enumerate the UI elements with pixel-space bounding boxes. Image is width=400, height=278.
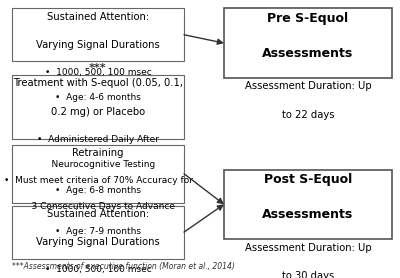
Text: 3 Consecutive Days to Advance: 3 Consecutive Days to Advance bbox=[20, 202, 176, 210]
Bar bbox=[12, 8, 184, 61]
Text: Sustained Attention:: Sustained Attention: bbox=[47, 12, 149, 22]
Text: •  Age: 6-8 months: • Age: 6-8 months bbox=[55, 186, 141, 195]
Text: Post S-Equol: Post S-Equol bbox=[264, 173, 352, 186]
Text: Pre S-Equol: Pre S-Equol bbox=[268, 12, 348, 25]
Bar bbox=[12, 145, 184, 203]
Text: ***: *** bbox=[89, 63, 107, 73]
Text: •  Administered Daily After: • Administered Daily After bbox=[37, 135, 159, 144]
Text: Varying Signal Durations: Varying Signal Durations bbox=[36, 237, 160, 247]
Text: •  1000, 500, 100 msec: • 1000, 500, 100 msec bbox=[45, 68, 151, 77]
Text: Varying Signal Durations: Varying Signal Durations bbox=[36, 40, 160, 50]
Bar bbox=[12, 75, 184, 139]
Text: Neurocognitive Testing: Neurocognitive Testing bbox=[40, 160, 156, 169]
Text: Assessments: Assessments bbox=[262, 208, 354, 221]
Text: 0.2 mg) or Placebo: 0.2 mg) or Placebo bbox=[51, 106, 145, 116]
Text: to 30 days: to 30 days bbox=[282, 271, 334, 278]
Text: Sustained Attention:: Sustained Attention: bbox=[47, 209, 149, 219]
Text: to 22 days: to 22 days bbox=[282, 110, 334, 120]
Text: ***Assessments of executive function (Moran et al., 2014): ***Assessments of executive function (Mo… bbox=[12, 262, 235, 271]
Text: Assessment Duration: Up: Assessment Duration: Up bbox=[245, 81, 371, 91]
Text: Assessment Duration: Up: Assessment Duration: Up bbox=[245, 243, 371, 253]
Bar bbox=[224, 170, 392, 239]
Text: Retraining: Retraining bbox=[72, 148, 124, 158]
Text: •  1000, 500, 100 msec: • 1000, 500, 100 msec bbox=[45, 265, 151, 274]
Text: •  Must meet criteria of 70% Accuracy for: • Must meet criteria of 70% Accuracy for bbox=[4, 176, 192, 185]
Bar bbox=[224, 8, 392, 78]
Text: •  Age: 7-9 months: • Age: 7-9 months bbox=[55, 227, 141, 236]
Text: •  Age: 4-6 months: • Age: 4-6 months bbox=[55, 93, 141, 103]
Text: Treatment with S-equol (0.05, 0.1,: Treatment with S-equol (0.05, 0.1, bbox=[13, 78, 183, 88]
Text: Assessments: Assessments bbox=[262, 46, 354, 59]
Bar bbox=[12, 206, 184, 259]
